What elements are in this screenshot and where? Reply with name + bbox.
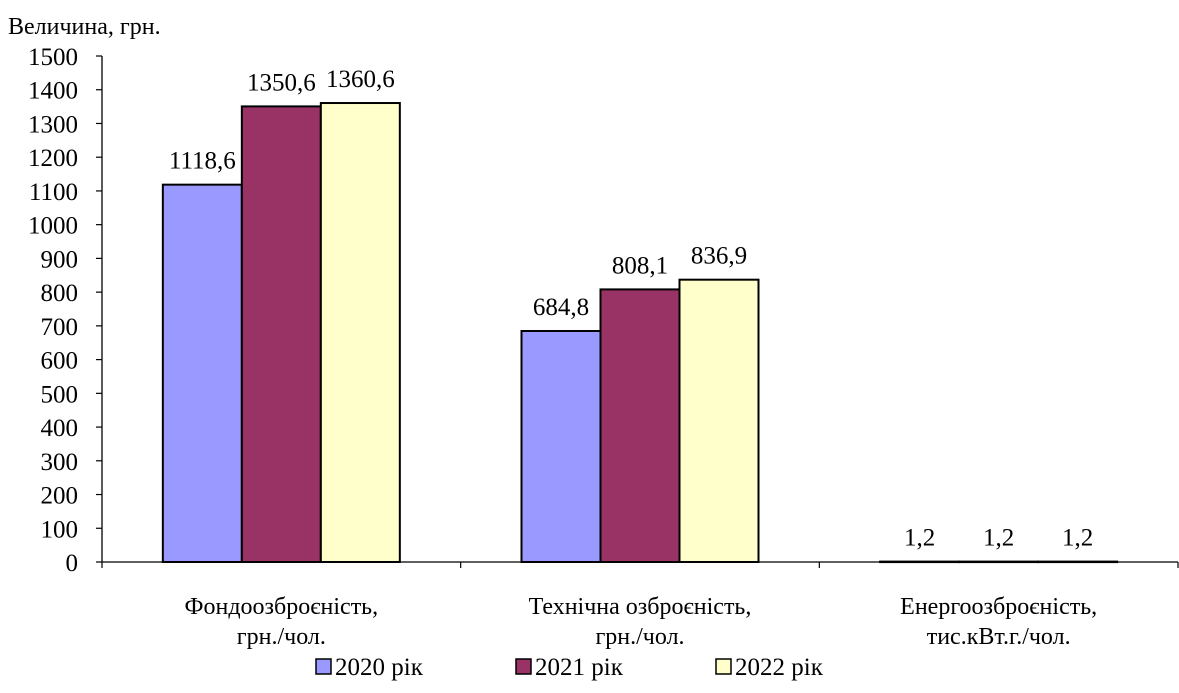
data-label: 1360,6	[326, 66, 395, 93]
data-label: 1,2	[904, 525, 935, 552]
y-tick-label: 300	[41, 449, 79, 476]
y-axis-ticks: 0 100 200 300 400 500 600 700 800 900 1000 1100 1200…	[28, 44, 102, 577]
x-tick-label: Фондоозброєність,	[185, 594, 379, 620]
bars	[161, 102, 1119, 564]
data-label: 1,2	[983, 525, 1014, 552]
bar	[879, 560, 961, 564]
data-label: 1350,6	[247, 69, 316, 96]
legend-swatch	[315, 658, 332, 675]
bar	[958, 560, 1040, 564]
y-tick-label: 1000	[28, 213, 78, 240]
legend-swatch	[715, 658, 732, 675]
bar	[240, 105, 322, 563]
data-label: 1118,6	[169, 148, 236, 175]
y-tick-label: 1200	[28, 145, 78, 172]
bar	[599, 288, 681, 563]
x-tick-label: тис.кВт.г./чол.	[927, 624, 1071, 650]
y-axis-title: Величина, грн.	[8, 14, 161, 40]
legend: 2020 рік 2021 рік 2022 рік	[315, 654, 824, 681]
data-label: 836,9	[691, 243, 747, 270]
y-tick-label: 1500	[28, 44, 78, 71]
legend-label: 2021 рік	[535, 654, 624, 681]
y-tick-label: 800	[41, 280, 79, 307]
x-tick-label: грн./чол.	[237, 624, 326, 650]
y-tick-label: 600	[41, 348, 79, 375]
y-tick-label: 900	[41, 246, 79, 273]
legend-swatch	[515, 658, 532, 675]
x-tick-label: Технічна озброєність,	[529, 594, 752, 620]
bar	[520, 329, 602, 563]
legend-label: 2020 рік	[335, 654, 424, 681]
data-label: 684,8	[533, 294, 589, 321]
y-tick-label: 1400	[28, 78, 78, 105]
data-label: 1,2	[1062, 525, 1093, 552]
bar	[319, 102, 401, 564]
y-tick-label: 500	[41, 381, 79, 408]
y-tick-label: 0	[66, 550, 79, 577]
category-labels: Фондоозброєність, грн./чол. Технічна озбро…	[185, 594, 1098, 650]
y-tick-label: 1100	[29, 179, 78, 206]
y-tick-label: 700	[41, 314, 79, 341]
y-tick-label: 100	[41, 516, 79, 543]
data-label: 808,1	[612, 252, 668, 279]
legend-label: 2022 рік	[735, 654, 824, 681]
bar	[678, 278, 760, 563]
x-tick-label: грн./чол.	[595, 624, 684, 650]
data-labels: 1118,6 684,8 1,2 1350,6 808,1 1,2 1360,6 836,9 1…	[169, 66, 1093, 552]
bar	[1037, 560, 1119, 564]
bar	[161, 183, 243, 563]
x-tick-label: Енергоозброєність,	[900, 594, 1097, 620]
y-tick-label: 400	[41, 415, 79, 442]
y-tick-label: 1300	[28, 111, 78, 138]
y-tick-label: 200	[41, 483, 79, 510]
